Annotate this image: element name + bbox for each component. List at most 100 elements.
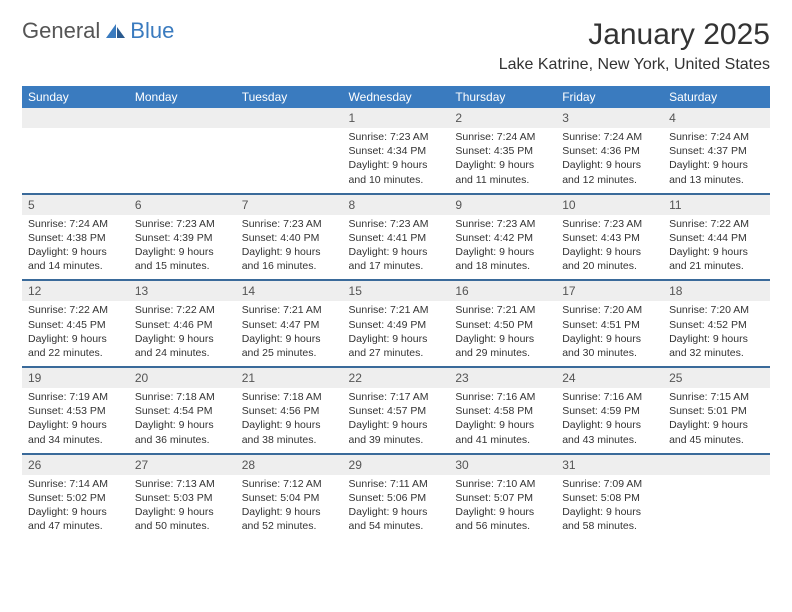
day-cell: Sunrise: 7:13 AMSunset: 5:03 PMDaylight:… xyxy=(129,475,236,540)
day-number: 27 xyxy=(129,454,236,475)
sunset-text: Sunset: 5:01 PM xyxy=(669,404,764,418)
day-number: 6 xyxy=(129,194,236,215)
day-number: 16 xyxy=(449,280,556,301)
sunset-text: Sunset: 4:58 PM xyxy=(455,404,550,418)
day-cell: Sunrise: 7:21 AMSunset: 4:49 PMDaylight:… xyxy=(343,301,450,367)
day-header: Monday xyxy=(129,86,236,108)
sunrise-text: Sunrise: 7:14 AM xyxy=(28,477,123,491)
day-cell: Sunrise: 7:24 AMSunset: 4:37 PMDaylight:… xyxy=(663,128,770,194)
daylight-text: Daylight: 9 hours and 27 minutes. xyxy=(349,332,444,360)
sunset-text: Sunset: 4:37 PM xyxy=(669,144,764,158)
day-cell: Sunrise: 7:17 AMSunset: 4:57 PMDaylight:… xyxy=(343,388,450,454)
daylight-text: Daylight: 9 hours and 41 minutes. xyxy=(455,418,550,446)
day-number: 28 xyxy=(236,454,343,475)
day-number: 23 xyxy=(449,367,556,388)
sunrise-text: Sunrise: 7:16 AM xyxy=(562,390,657,404)
daylight-text: Daylight: 9 hours and 13 minutes. xyxy=(669,158,764,186)
sunrise-text: Sunrise: 7:10 AM xyxy=(455,477,550,491)
sunrise-text: Sunrise: 7:17 AM xyxy=(349,390,444,404)
sunrise-text: Sunrise: 7:24 AM xyxy=(562,130,657,144)
daylight-text: Daylight: 9 hours and 58 minutes. xyxy=(562,505,657,533)
sunset-text: Sunset: 5:03 PM xyxy=(135,491,230,505)
sunset-text: Sunset: 4:35 PM xyxy=(455,144,550,158)
day-number xyxy=(663,454,770,475)
daylight-text: Daylight: 9 hours and 30 minutes. xyxy=(562,332,657,360)
day-number: 21 xyxy=(236,367,343,388)
day-header: Tuesday xyxy=(236,86,343,108)
sunrise-text: Sunrise: 7:23 AM xyxy=(349,130,444,144)
day-number: 26 xyxy=(22,454,129,475)
day-number: 7 xyxy=(236,194,343,215)
sunrise-text: Sunrise: 7:22 AM xyxy=(135,303,230,317)
day-cell: Sunrise: 7:18 AMSunset: 4:54 PMDaylight:… xyxy=(129,388,236,454)
daylight-text: Daylight: 9 hours and 14 minutes. xyxy=(28,245,123,273)
day-cell: Sunrise: 7:23 AMSunset: 4:41 PMDaylight:… xyxy=(343,215,450,281)
sunset-text: Sunset: 4:47 PM xyxy=(242,318,337,332)
daylight-text: Daylight: 9 hours and 50 minutes. xyxy=(135,505,230,533)
day-header: Thursday xyxy=(449,86,556,108)
day-cell: Sunrise: 7:09 AMSunset: 5:08 PMDaylight:… xyxy=(556,475,663,540)
sunset-text: Sunset: 4:52 PM xyxy=(669,318,764,332)
day-number: 1 xyxy=(343,108,450,128)
day-header: Sunday xyxy=(22,86,129,108)
page-title: January 2025 xyxy=(499,18,770,52)
day-cell xyxy=(663,475,770,540)
daylight-text: Daylight: 9 hours and 43 minutes. xyxy=(562,418,657,446)
day-cell: Sunrise: 7:10 AMSunset: 5:07 PMDaylight:… xyxy=(449,475,556,540)
day-cell xyxy=(236,128,343,194)
daylight-text: Daylight: 9 hours and 16 minutes. xyxy=(242,245,337,273)
day-cell: Sunrise: 7:20 AMSunset: 4:52 PMDaylight:… xyxy=(663,301,770,367)
day-cell: Sunrise: 7:22 AMSunset: 4:45 PMDaylight:… xyxy=(22,301,129,367)
sunrise-text: Sunrise: 7:22 AM xyxy=(28,303,123,317)
day-number: 17 xyxy=(556,280,663,301)
day-number: 15 xyxy=(343,280,450,301)
day-number: 22 xyxy=(343,367,450,388)
day-number: 9 xyxy=(449,194,556,215)
day-cell: Sunrise: 7:24 AMSunset: 4:38 PMDaylight:… xyxy=(22,215,129,281)
daylight-text: Daylight: 9 hours and 56 minutes. xyxy=(455,505,550,533)
sunset-text: Sunset: 4:39 PM xyxy=(135,231,230,245)
sunset-text: Sunset: 4:44 PM xyxy=(669,231,764,245)
day-content-row: Sunrise: 7:14 AMSunset: 5:02 PMDaylight:… xyxy=(22,475,770,540)
daylight-text: Daylight: 9 hours and 52 minutes. xyxy=(242,505,337,533)
title-block: January 2025 Lake Katrine, New York, Uni… xyxy=(499,18,770,74)
sunset-text: Sunset: 4:51 PM xyxy=(562,318,657,332)
daylight-text: Daylight: 9 hours and 10 minutes. xyxy=(349,158,444,186)
sunset-text: Sunset: 4:49 PM xyxy=(349,318,444,332)
day-number: 19 xyxy=(22,367,129,388)
day-header: Wednesday xyxy=(343,86,450,108)
sunrise-text: Sunrise: 7:13 AM xyxy=(135,477,230,491)
daylight-text: Daylight: 9 hours and 47 minutes. xyxy=(28,505,123,533)
sunset-text: Sunset: 4:38 PM xyxy=(28,231,123,245)
sunset-text: Sunset: 4:57 PM xyxy=(349,404,444,418)
sunrise-text: Sunrise: 7:21 AM xyxy=(455,303,550,317)
daylight-text: Daylight: 9 hours and 18 minutes. xyxy=(455,245,550,273)
day-cell: Sunrise: 7:24 AMSunset: 4:36 PMDaylight:… xyxy=(556,128,663,194)
sunrise-text: Sunrise: 7:23 AM xyxy=(242,217,337,231)
day-cell: Sunrise: 7:14 AMSunset: 5:02 PMDaylight:… xyxy=(22,475,129,540)
day-number: 31 xyxy=(556,454,663,475)
sunset-text: Sunset: 4:34 PM xyxy=(349,144,444,158)
day-number-row: 12131415161718 xyxy=(22,280,770,301)
day-number: 29 xyxy=(343,454,450,475)
sunrise-text: Sunrise: 7:19 AM xyxy=(28,390,123,404)
day-number xyxy=(129,108,236,128)
day-cell: Sunrise: 7:23 AMSunset: 4:42 PMDaylight:… xyxy=(449,215,556,281)
day-cell: Sunrise: 7:20 AMSunset: 4:51 PMDaylight:… xyxy=(556,301,663,367)
sunrise-text: Sunrise: 7:16 AM xyxy=(455,390,550,404)
header: General Blue January 2025 Lake Katrine, … xyxy=(22,18,770,74)
day-header: Saturday xyxy=(663,86,770,108)
day-cell: Sunrise: 7:22 AMSunset: 4:44 PMDaylight:… xyxy=(663,215,770,281)
sunrise-text: Sunrise: 7:12 AM xyxy=(242,477,337,491)
sunrise-text: Sunrise: 7:11 AM xyxy=(349,477,444,491)
day-number-row: 567891011 xyxy=(22,194,770,215)
daylight-text: Daylight: 9 hours and 54 minutes. xyxy=(349,505,444,533)
sunrise-text: Sunrise: 7:22 AM xyxy=(669,217,764,231)
sunrise-text: Sunrise: 7:23 AM xyxy=(135,217,230,231)
day-number: 13 xyxy=(129,280,236,301)
sunrise-text: Sunrise: 7:21 AM xyxy=(242,303,337,317)
sunrise-text: Sunrise: 7:09 AM xyxy=(562,477,657,491)
day-cell: Sunrise: 7:16 AMSunset: 4:58 PMDaylight:… xyxy=(449,388,556,454)
day-number: 24 xyxy=(556,367,663,388)
day-number: 4 xyxy=(663,108,770,128)
